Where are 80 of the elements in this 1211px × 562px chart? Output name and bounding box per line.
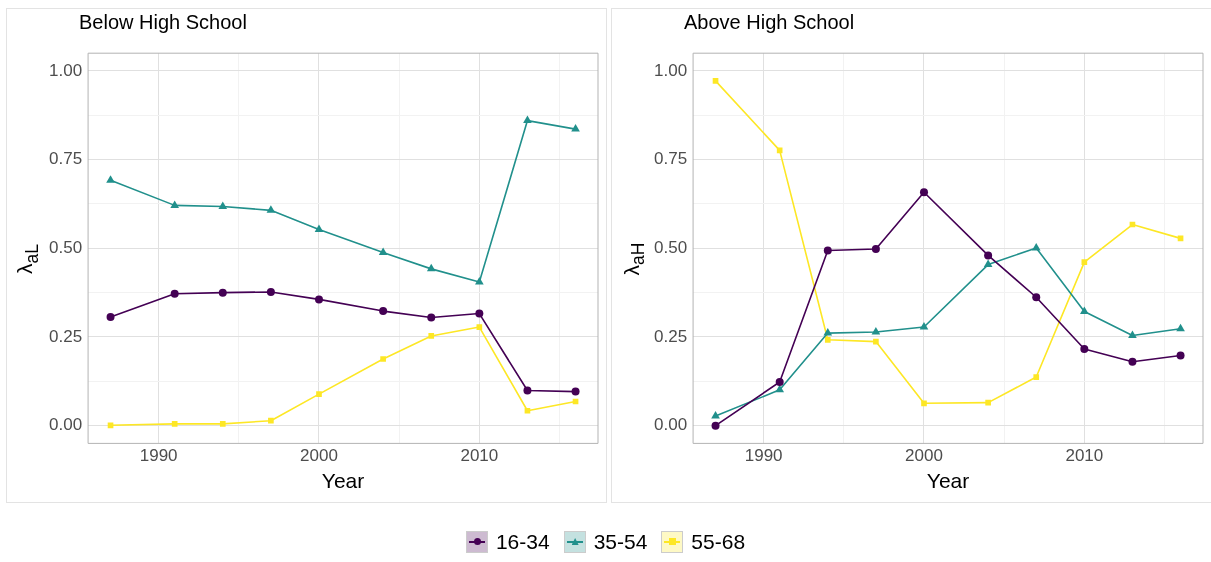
point [171, 421, 178, 427]
point [106, 313, 115, 322]
point [1032, 293, 1041, 302]
y-tick-label: 0.00 [48, 415, 83, 435]
point [218, 201, 228, 209]
point [266, 287, 275, 296]
y-tick-label: 1.00 [48, 60, 83, 80]
point [1176, 323, 1185, 332]
point [316, 391, 322, 397]
point [871, 327, 881, 335]
point [712, 78, 719, 84]
point [873, 338, 879, 345]
point [428, 333, 435, 339]
y-tick-label: 1.00 [653, 60, 688, 80]
point [824, 336, 831, 343]
chart-title: Below High School [79, 11, 247, 34]
x-tick-label: 2010 [1065, 446, 1104, 466]
x-axis-title: Year [321, 469, 365, 493]
point [823, 328, 833, 336]
point [218, 288, 227, 297]
point [475, 309, 484, 318]
point [711, 421, 720, 430]
point [219, 421, 226, 427]
x-tick-label: 2000 [905, 446, 943, 466]
point [919, 188, 928, 197]
point [1080, 306, 1089, 314]
point [1081, 259, 1088, 265]
point [314, 295, 323, 304]
point [379, 307, 388, 316]
point [775, 384, 785, 393]
y-tick-label: 0.50 [653, 237, 688, 257]
point [985, 399, 991, 406]
point [314, 224, 324, 232]
point [1033, 374, 1040, 380]
point [170, 289, 179, 298]
point [107, 422, 114, 429]
point [921, 400, 927, 407]
x-tick-label: 1990 [744, 446, 783, 466]
x-axis-title: Year [926, 469, 970, 493]
y-tick-label: 0.00 [653, 415, 688, 435]
x-tick-label: 1990 [139, 446, 178, 466]
point [523, 386, 532, 395]
legend-label: 55-68 [691, 530, 746, 554]
point [106, 175, 115, 183]
point [571, 124, 580, 132]
legend-label: 16-34 [495, 530, 550, 554]
y-tick-label: 0.50 [48, 237, 83, 257]
x-tick-label: 2000 [300, 446, 338, 466]
point [524, 407, 531, 414]
point [380, 356, 386, 362]
point [1128, 330, 1137, 339]
point [871, 245, 880, 254]
point [476, 324, 483, 330]
y-tick-label: 0.25 [48, 326, 83, 346]
point [1080, 345, 1089, 354]
point [426, 263, 436, 272]
legend-label: 35-54 [593, 530, 648, 554]
point [427, 313, 436, 322]
chart-title: Above High School [684, 11, 855, 34]
y-tick-label: 0.75 [48, 149, 83, 169]
point [776, 147, 783, 154]
point [983, 259, 993, 268]
point [378, 247, 388, 256]
point [775, 378, 784, 387]
point [268, 417, 274, 424]
point [1176, 351, 1185, 360]
point [823, 246, 832, 255]
x-tick-label: 2010 [460, 446, 499, 466]
point [1031, 242, 1041, 251]
point [475, 277, 484, 285]
point [170, 200, 180, 208]
point [523, 115, 532, 124]
point [266, 205, 276, 213]
point [919, 322, 929, 330]
y-tick-label: 0.25 [653, 326, 688, 346]
y-tick-label: 0.75 [653, 149, 688, 169]
point [571, 387, 580, 396]
point [711, 411, 720, 419]
point [1128, 357, 1137, 366]
point [984, 251, 993, 260]
